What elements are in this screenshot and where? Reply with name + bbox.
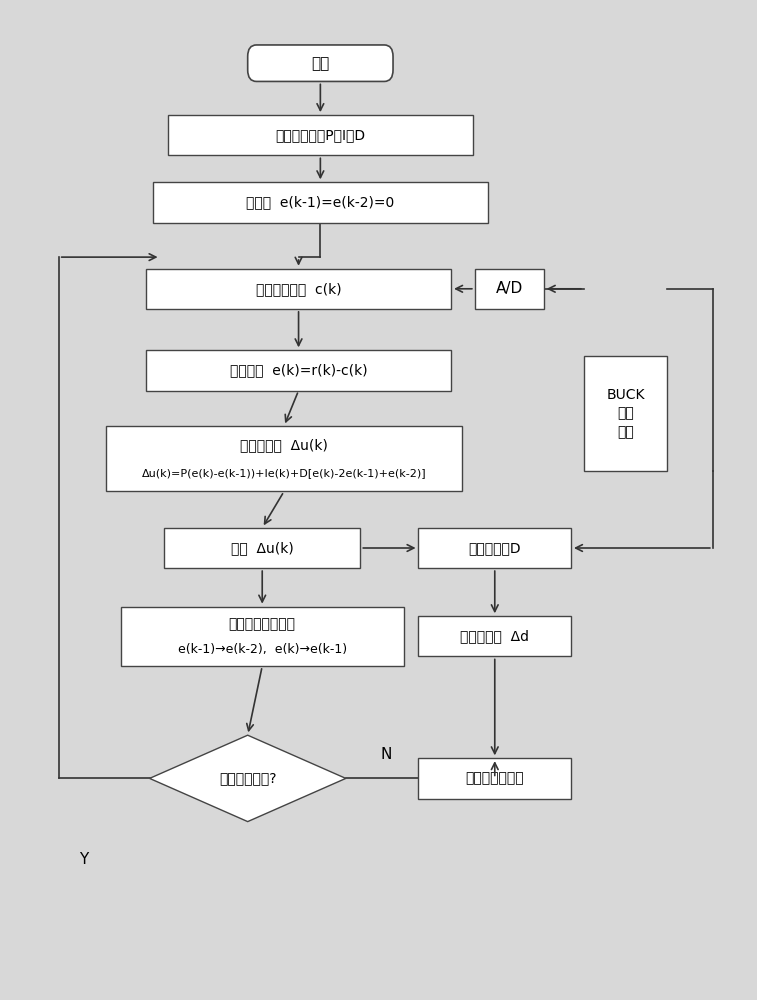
Bar bbox=[164, 528, 360, 568]
Text: 输出  Δu(k): 输出 Δu(k) bbox=[231, 541, 294, 555]
Bar bbox=[146, 350, 451, 391]
Text: 计算偏差  e(k)=r(k)-c(k): 计算偏差 e(k)=r(k)-c(k) bbox=[229, 363, 367, 377]
Bar bbox=[419, 758, 571, 799]
Text: 设初值  e(k-1)=e(k-2)=0: 设初值 e(k-1)=e(k-2)=0 bbox=[246, 195, 394, 209]
Bar bbox=[419, 616, 571, 656]
Text: 计算控制量  Δu(k): 计算控制量 Δu(k) bbox=[240, 439, 328, 453]
Polygon shape bbox=[150, 735, 346, 822]
Text: BUCK
降压
电源: BUCK 降压 电源 bbox=[606, 388, 645, 439]
Text: 本次采样输入  c(k): 本次采样输入 c(k) bbox=[256, 282, 341, 296]
Text: 补偿数据查询表: 补偿数据查询表 bbox=[466, 771, 524, 785]
Bar bbox=[153, 182, 488, 223]
Text: 开始: 开始 bbox=[311, 56, 329, 71]
Text: 补偿占空比  Δd: 补偿占空比 Δd bbox=[460, 629, 529, 643]
Bar bbox=[146, 269, 451, 309]
Text: 计算控制参数P、I、D: 计算控制参数P、I、D bbox=[276, 128, 366, 142]
Text: A/D: A/D bbox=[496, 281, 523, 296]
Text: 更新占空比D: 更新占空比D bbox=[469, 541, 521, 555]
Text: e(k-1)→e(k-2),  e(k)→e(k-1): e(k-1)→e(k-2), e(k)→e(k-1) bbox=[178, 643, 347, 656]
Text: 采样时刻到吗?: 采样时刻到吗? bbox=[219, 771, 276, 785]
Bar bbox=[584, 356, 668, 471]
Bar bbox=[475, 269, 544, 309]
Bar bbox=[419, 528, 571, 568]
Bar bbox=[120, 607, 404, 666]
Text: Δu(k)=P(e(k)-e(k-1))+Ie(k)+D[e(k)-2e(k-1)+e(k-2)]: Δu(k)=P(e(k)-e(k-1))+Ie(k)+D[e(k)-2e(k-1… bbox=[142, 468, 426, 478]
Bar bbox=[168, 115, 473, 155]
Text: 为下一时刻做准备: 为下一时刻做准备 bbox=[229, 617, 296, 631]
FancyBboxPatch shape bbox=[248, 45, 393, 81]
Text: Y: Y bbox=[79, 852, 89, 867]
Bar bbox=[106, 426, 462, 491]
Text: N: N bbox=[380, 747, 391, 762]
